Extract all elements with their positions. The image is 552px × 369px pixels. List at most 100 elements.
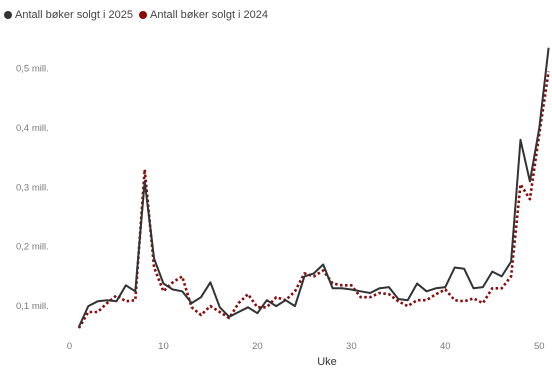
x-tick-label: 30 — [346, 341, 357, 352]
data-point-2025[interactable] — [124, 283, 128, 287]
data-point-2025[interactable] — [340, 286, 344, 290]
data-point-2024[interactable] — [528, 197, 532, 201]
data-point-2025[interactable] — [415, 282, 419, 286]
data-point-2025[interactable] — [359, 289, 363, 293]
data-point-2025[interactable] — [302, 274, 306, 278]
data-point-2025[interactable] — [481, 285, 485, 289]
data-point-2024[interactable] — [519, 182, 523, 186]
data-point-2024[interactable] — [199, 313, 203, 317]
data-point-2025[interactable] — [434, 286, 438, 290]
data-point-2025[interactable] — [227, 315, 231, 319]
data-point-2025[interactable] — [237, 310, 241, 314]
data-point-2024[interactable] — [415, 298, 419, 302]
data-point-2024[interactable] — [161, 289, 165, 293]
data-point-2025[interactable] — [96, 299, 100, 303]
data-point-2024[interactable] — [143, 168, 147, 172]
data-point-2025[interactable] — [293, 304, 297, 308]
data-point-2024[interactable] — [378, 291, 382, 295]
data-point-2024[interactable] — [96, 310, 100, 314]
data-point-2025[interactable] — [115, 299, 119, 303]
legend-marker-2024 — [139, 11, 148, 19]
data-point-2025[interactable] — [274, 304, 278, 308]
data-point-2025[interactable] — [519, 138, 523, 142]
data-point-2024[interactable] — [255, 305, 259, 309]
data-point-2025[interactable] — [161, 282, 165, 286]
data-point-2024[interactable] — [472, 296, 476, 300]
data-point-2024[interactable] — [368, 295, 372, 299]
data-point-2024[interactable] — [171, 280, 175, 284]
data-point-2024[interactable] — [124, 299, 128, 303]
data-point-2024[interactable] — [237, 301, 241, 305]
data-point-2024[interactable] — [434, 292, 438, 296]
data-point-2024[interactable] — [152, 266, 156, 270]
x-tick-label: 20 — [252, 341, 263, 352]
data-point-2024[interactable] — [481, 301, 485, 305]
legend-item-2024[interactable]: Antall bøker solgt i 2024 — [139, 9, 268, 21]
data-point-2024[interactable] — [387, 292, 391, 296]
data-point-2024[interactable] — [115, 293, 119, 297]
data-point-2025[interactable] — [462, 267, 466, 271]
data-point-2024[interactable] — [509, 274, 513, 278]
data-point-2025[interactable] — [190, 301, 194, 305]
data-point-2025[interactable] — [406, 298, 410, 302]
data-point-2025[interactable] — [208, 280, 212, 284]
data-point-2025[interactable] — [133, 289, 137, 293]
data-point-2025[interactable] — [378, 286, 382, 290]
data-point-2025[interactable] — [443, 285, 447, 289]
data-point-2025[interactable] — [490, 270, 494, 274]
data-point-2024[interactable] — [359, 295, 363, 299]
data-point-2025[interactable] — [143, 179, 147, 183]
data-point-2024[interactable] — [547, 70, 551, 74]
data-point-2025[interactable] — [547, 46, 551, 50]
data-point-2025[interactable] — [105, 298, 109, 302]
data-point-2025[interactable] — [537, 126, 541, 130]
data-point-2025[interactable] — [387, 285, 391, 289]
y-tick-label: 0,2 mill. — [16, 242, 49, 253]
data-point-2024[interactable] — [190, 305, 194, 309]
data-point-2024[interactable] — [208, 304, 212, 308]
data-point-2025[interactable] — [265, 298, 269, 302]
data-point-2025[interactable] — [349, 288, 353, 292]
series-line-2025[interactable] — [77, 47, 550, 328]
data-point-2024[interactable] — [293, 289, 297, 293]
y-tick-label: 0,4 mill. — [16, 123, 49, 134]
legend-marker-2025 — [4, 11, 12, 19]
data-point-2025[interactable] — [528, 179, 532, 183]
data-point-2025[interactable] — [86, 304, 90, 308]
data-point-2025[interactable] — [152, 257, 156, 261]
data-point-2025[interactable] — [500, 274, 504, 278]
data-point-2025[interactable] — [284, 298, 288, 302]
data-point-2025[interactable] — [331, 286, 335, 290]
legend-item-2025[interactable]: Antall bøker solgt i 2025 — [4, 9, 133, 21]
data-point-2025[interactable] — [368, 291, 372, 295]
data-point-2025[interactable] — [77, 325, 81, 329]
data-point-2025[interactable] — [396, 297, 400, 301]
series-line-2024[interactable] — [77, 71, 550, 329]
data-point-2025[interactable] — [199, 295, 203, 299]
data-point-2024[interactable] — [218, 310, 222, 314]
data-point-2025[interactable] — [180, 289, 184, 293]
data-point-2024[interactable] — [406, 304, 410, 308]
data-point-2024[interactable] — [274, 295, 278, 299]
data-point-2024[interactable] — [462, 299, 466, 303]
data-point-2024[interactable] — [453, 298, 457, 302]
data-point-2025[interactable] — [246, 305, 250, 309]
data-point-2025[interactable] — [218, 305, 222, 309]
data-point-2024[interactable] — [133, 298, 137, 302]
data-point-2024[interactable] — [490, 286, 494, 290]
data-point-2024[interactable] — [349, 283, 353, 287]
data-point-2025[interactable] — [321, 263, 325, 267]
data-point-2025[interactable] — [425, 289, 429, 293]
data-point-2025[interactable] — [312, 271, 316, 275]
data-point-2024[interactable] — [180, 274, 184, 278]
data-point-2025[interactable] — [453, 266, 457, 270]
data-point-2024[interactable] — [265, 305, 269, 309]
data-point-2025[interactable] — [509, 260, 513, 264]
data-point-2025[interactable] — [472, 286, 476, 290]
data-point-2024[interactable] — [500, 286, 504, 290]
data-point-2025[interactable] — [255, 311, 259, 315]
data-point-2024[interactable] — [425, 298, 429, 302]
data-point-2025[interactable] — [171, 288, 175, 292]
data-point-2024[interactable] — [246, 292, 250, 296]
